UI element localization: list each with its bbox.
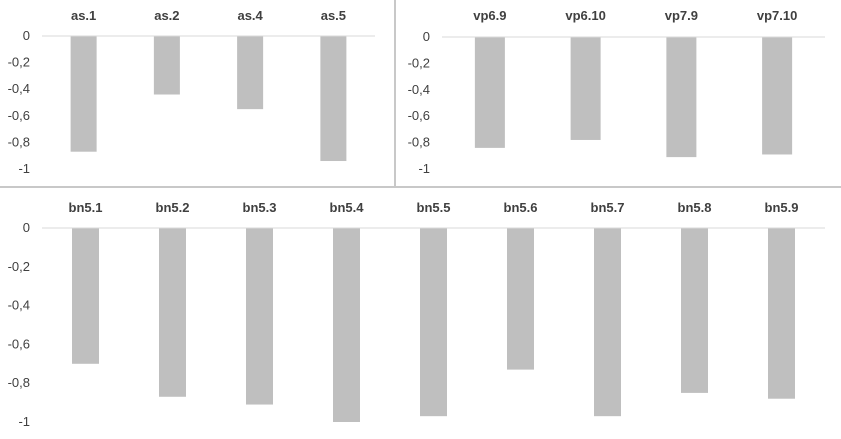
panel-as-chart: 0 -0,2 -0,4 -0,6 -0,8 -1 as.1 as.2 as.4 as.5 <box>8 8 375 176</box>
category-label: bn5.5 <box>417 200 451 215</box>
panel-bn-chart: 0 -0,2 -0,4 -0,6 -0,8 -1 bn5.1 bn5.2 bn5.3 bn5.4 b… <box>8 200 825 429</box>
bar <box>570 37 601 140</box>
y-tick-label: -0,6 <box>408 108 430 123</box>
bar <box>666 37 697 158</box>
category-label: bn5.2 <box>156 200 190 215</box>
y-tick-label: -0,4 <box>408 82 430 97</box>
y-tick-label: -0,4 <box>8 298 30 313</box>
panel-vp-chart: 0 -0,2 -0,4 -0,6 -0,8 -1 vp6.9 vp6.10 vp7.9 vp7.1… <box>408 8 825 176</box>
bar <box>153 36 180 95</box>
y-tick-label: -0,8 <box>8 134 30 149</box>
y-tick-label: -1 <box>418 161 430 176</box>
bar <box>72 228 99 364</box>
y-tick-label: -0,4 <box>8 81 30 96</box>
category-label: bn5.1 <box>69 200 103 215</box>
y-tick-label: -0,2 <box>408 55 430 70</box>
category-label: as.2 <box>154 8 179 23</box>
y-tick-label: 0 <box>423 29 430 44</box>
bar <box>237 36 264 110</box>
bar <box>159 228 186 397</box>
category-label: bn5.8 <box>678 200 712 215</box>
category-label: vp7.10 <box>757 8 797 23</box>
y-tick-label: -0,2 <box>8 55 30 70</box>
category-label: as.4 <box>237 8 263 23</box>
bar <box>507 228 534 370</box>
category-label: vp7.9 <box>665 8 698 23</box>
y-tick-label: -0,6 <box>8 336 30 351</box>
y-tick-label: 0 <box>23 220 30 235</box>
category-label: bn5.4 <box>330 200 365 215</box>
category-label: bn5.6 <box>504 200 538 215</box>
category-label: bn5.7 <box>591 200 625 215</box>
category-label: bn5.9 <box>765 200 799 215</box>
bar <box>474 37 505 148</box>
category-label: as.5 <box>321 8 346 23</box>
bar <box>420 228 447 417</box>
y-tick-label: -1 <box>18 161 30 176</box>
category-label: vp6.9 <box>473 8 506 23</box>
y-tick-label: 0 <box>23 28 30 43</box>
bar <box>333 228 360 422</box>
bar <box>320 36 347 162</box>
bar <box>762 37 793 155</box>
category-label: bn5.3 <box>243 200 277 215</box>
y-tick-label: -0,8 <box>8 375 30 390</box>
category-label: as.1 <box>71 8 96 23</box>
y-tick-label: -0,2 <box>8 259 30 274</box>
category-label: vp6.10 <box>565 8 605 23</box>
y-tick-label: -1 <box>18 414 30 429</box>
bar <box>768 228 795 399</box>
bar <box>681 228 708 393</box>
bar <box>70 36 97 152</box>
y-tick-label: -0,6 <box>8 108 30 123</box>
bar <box>246 228 273 405</box>
bar <box>594 228 621 417</box>
y-tick-label: -0,8 <box>408 135 430 150</box>
